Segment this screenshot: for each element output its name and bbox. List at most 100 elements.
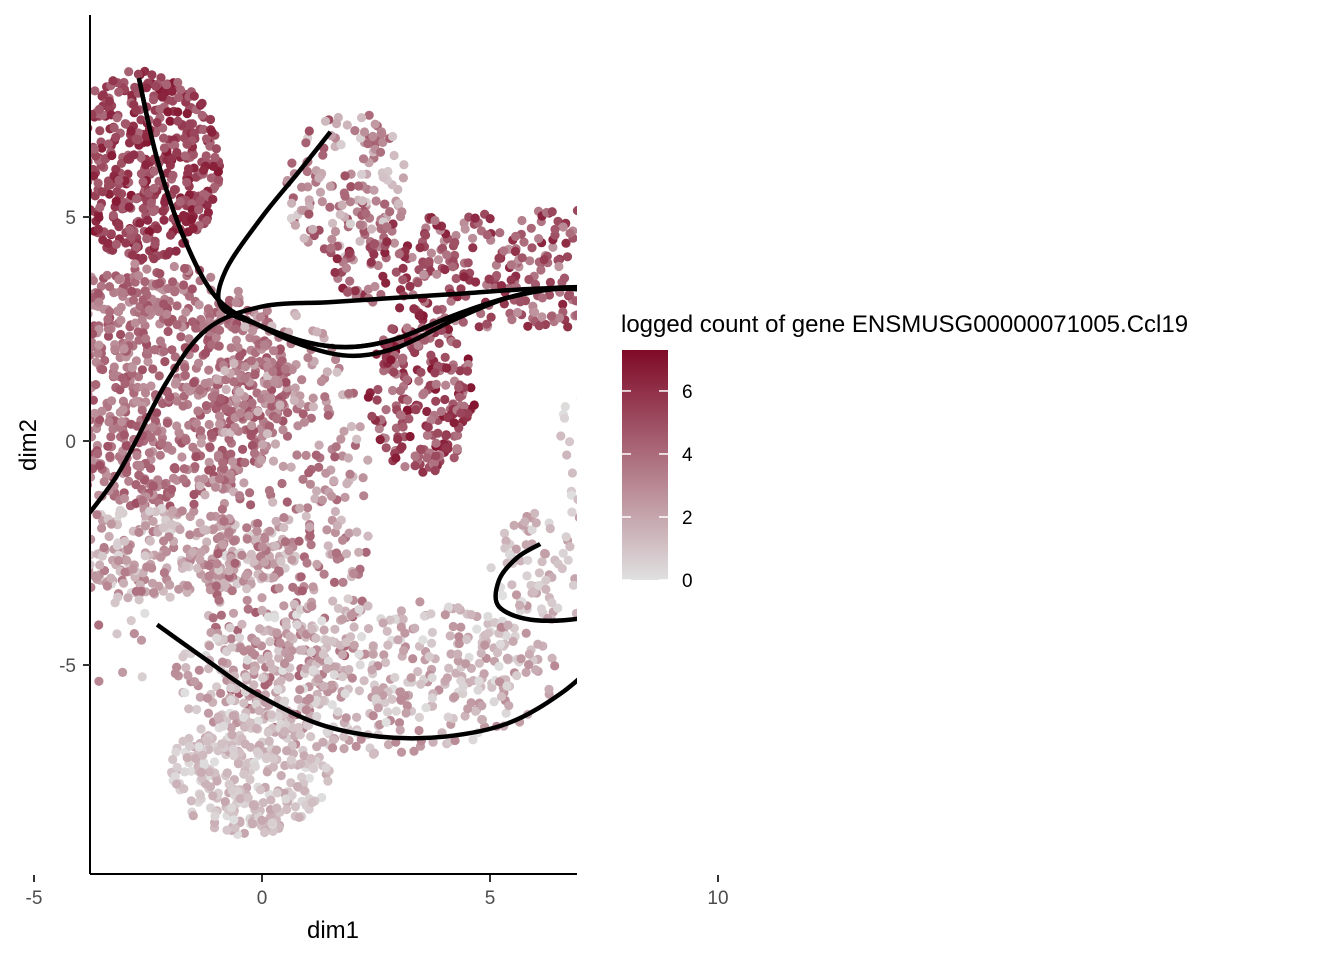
data-point (585, 564, 594, 573)
data-point (206, 627, 216, 638)
data-point (98, 187, 108, 197)
data-point (466, 610, 476, 620)
data-point (534, 234, 544, 244)
data-point (610, 293, 619, 302)
data-point (774, 388, 783, 397)
data-point (295, 503, 305, 513)
data-point (34, 556, 43, 565)
data-point (239, 478, 249, 488)
data-point (312, 486, 322, 496)
data-point (346, 182, 356, 192)
data-point (723, 420, 732, 429)
data-point (752, 357, 761, 366)
data-point (186, 796, 196, 806)
data-point (388, 385, 398, 396)
data-point (316, 376, 326, 387)
data-point (97, 143, 107, 153)
data-point (46, 347, 55, 356)
data-point (721, 380, 730, 389)
data-point (443, 413, 453, 423)
data-point (23, 568, 32, 577)
data-point (783, 411, 792, 420)
data-point (515, 600, 525, 611)
data-point (274, 583, 284, 593)
data-point (322, 525, 332, 535)
data-point (787, 429, 796, 438)
data-point (694, 504, 703, 513)
data-point (69, 534, 78, 543)
data-point (332, 367, 342, 377)
data-point (163, 326, 173, 337)
data-point (272, 628, 282, 638)
data-point (103, 314, 113, 324)
data-point (109, 362, 119, 372)
data-point (22, 347, 31, 356)
data-point (805, 387, 814, 396)
data-point (600, 454, 609, 463)
data-point (453, 603, 463, 613)
data-point (330, 267, 340, 278)
data-point (382, 237, 392, 247)
data-point (614, 412, 623, 421)
data-point (323, 656, 333, 666)
data-point (25, 349, 34, 358)
data-point (598, 209, 607, 218)
data-point (807, 349, 816, 358)
data-point (37, 348, 46, 357)
data-point (133, 69, 143, 79)
data-point (773, 341, 782, 350)
data-point (28, 353, 37, 362)
data-point (363, 531, 373, 541)
data-point (60, 456, 69, 465)
data-point (698, 407, 707, 416)
data-point (125, 225, 135, 235)
data-point (46, 346, 55, 355)
data-point (177, 452, 187, 462)
data-point (134, 527, 144, 538)
data-point (323, 410, 333, 420)
data-point (601, 388, 610, 397)
data-point (75, 564, 84, 573)
data-point (777, 422, 786, 431)
data-point (583, 233, 592, 242)
data-point (786, 355, 795, 364)
data-point (192, 704, 202, 715)
data-point (608, 225, 617, 234)
data-point (251, 723, 261, 734)
data-point (40, 557, 49, 566)
data-point (159, 133, 169, 143)
data-point (474, 658, 484, 668)
data-point (183, 164, 194, 174)
data-point (189, 91, 199, 101)
data-point (336, 434, 346, 444)
data-point (327, 700, 337, 710)
data-point (268, 762, 278, 772)
data-point (381, 405, 391, 415)
data-point (106, 229, 116, 239)
data-point (380, 657, 391, 668)
data-point (298, 474, 308, 484)
data-point (155, 269, 165, 279)
data-point (619, 272, 628, 281)
data-point (396, 694, 406, 705)
data-point (193, 406, 203, 416)
data-point (48, 374, 57, 383)
data-point (237, 619, 247, 630)
data-point (612, 237, 621, 246)
data-point (93, 289, 104, 299)
data-point (247, 647, 257, 657)
data-point (68, 577, 77, 586)
data-point (566, 490, 577, 500)
data-point (120, 567, 130, 577)
data-point (196, 767, 206, 777)
data-point (73, 579, 82, 588)
data-point (107, 396, 117, 406)
data-point (788, 374, 797, 383)
data-point (740, 411, 749, 420)
data-point (397, 442, 407, 452)
data-point (66, 579, 75, 588)
data-point (119, 344, 129, 354)
data-point (258, 798, 268, 808)
data-point (276, 556, 286, 567)
data-point (523, 555, 533, 565)
